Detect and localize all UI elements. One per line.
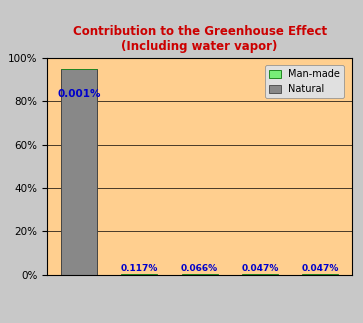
Text: 0.001%: 0.001% — [57, 89, 101, 99]
Text: 0.047%: 0.047% — [302, 264, 339, 273]
Bar — [61, 69, 97, 275]
Text: 0.117%: 0.117% — [121, 264, 158, 273]
Text: 0.066%: 0.066% — [181, 264, 218, 273]
Legend: Man-made, Natural: Man-made, Natural — [265, 65, 344, 98]
Text: 0.047%: 0.047% — [241, 264, 278, 273]
Title: Contribution to the Greenhouse Effect
(Including water vapor): Contribution to the Greenhouse Effect (I… — [73, 25, 327, 53]
